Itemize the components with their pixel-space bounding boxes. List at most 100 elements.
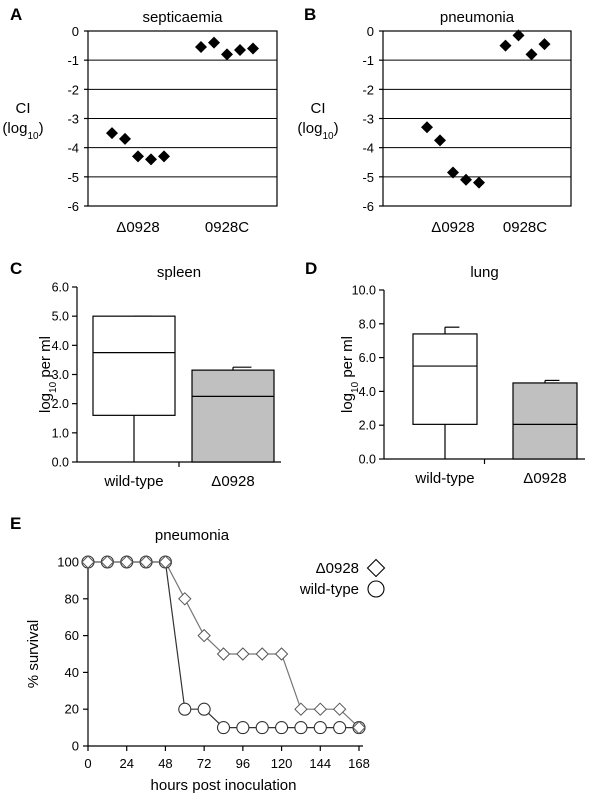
- panel-e-legend-marker: [366, 558, 386, 578]
- panel-d-category-label: Δ0928: [523, 470, 566, 487]
- panel-e-xtick-label: 0: [84, 756, 91, 771]
- panel-c-category-label: Δ0928: [211, 473, 254, 490]
- panel-d-title: lung: [470, 264, 498, 281]
- panel-b-ytick-label: -5: [362, 170, 374, 185]
- panel-e-ytick-label: 80: [65, 591, 79, 606]
- panel-a-category-label: Δ0928: [116, 219, 159, 236]
- panel-d-letter: D: [305, 259, 317, 278]
- panel-e-data-point: [139, 555, 153, 569]
- panel-a-data-point: [234, 43, 246, 56]
- panel-e-data-point: [313, 702, 327, 716]
- panel-a-data-point: [208, 36, 220, 49]
- panel-e-xtick-label: 96: [236, 756, 250, 771]
- panel-b-ytick-label: -6: [362, 199, 374, 214]
- panel-c-ylabel: log10 per ml: [37, 336, 59, 413]
- panel-b-ytick-label: -1: [362, 53, 374, 68]
- panel-e-data-point: [255, 647, 269, 661]
- panel-b-ytick-label: 0: [367, 24, 374, 39]
- panel-b-category-label: 0928C: [503, 219, 547, 236]
- panel-a-data-point: [119, 132, 131, 145]
- panel-e-title: pneumonia: [155, 527, 230, 544]
- panel-a-data-point: [158, 150, 170, 163]
- panel-b-data-point: [421, 121, 433, 134]
- panel-b-category-label: Δ0928: [431, 219, 474, 236]
- panel-a-data-point: [145, 153, 157, 166]
- panel-e-data-point: [294, 721, 308, 735]
- panel-e-data-point: [274, 647, 289, 661]
- panel-b-frame: [382, 30, 572, 207]
- panel-a-ytick-label: -4: [67, 141, 79, 156]
- panel-b-title: pneumonia: [440, 9, 515, 26]
- panel-e-xlabel: hours post inoculation: [151, 777, 297, 794]
- panel-e-data-point: [255, 721, 269, 735]
- panel-c-letter: C: [10, 259, 22, 278]
- panel-e-xtick-label: 168: [348, 756, 370, 771]
- panel-d-ytick-label: 0.0: [359, 453, 376, 467]
- panel-c-ytick-label: 3.0: [52, 368, 69, 382]
- panel-a-ytick-label: -3: [67, 112, 79, 127]
- panel-a-ylabel: CI: [16, 100, 31, 117]
- panel-b-data-point: [538, 38, 551, 51]
- panel-c-title: spleen: [157, 264, 201, 281]
- panel-a-ytick-label: 0: [72, 24, 79, 39]
- panel-d-box: [512, 382, 578, 460]
- panel-e-data-point: [236, 647, 250, 661]
- panel-b-ytick-label: -4: [362, 141, 374, 156]
- panel-a-ytick-label: -2: [67, 82, 79, 97]
- panel-e-ylabel: % survival: [25, 620, 42, 688]
- panel-c-ytick-label: 2.0: [52, 397, 69, 411]
- panel-a-data-point: [247, 42, 259, 55]
- panel-d-ytick-label: 4.0: [359, 385, 376, 399]
- panel-e-data-point: [275, 721, 289, 735]
- panel-a-data-point: [221, 48, 233, 61]
- panel-d-ytick-label: 2.0: [359, 419, 376, 433]
- panel-e-data-point: [197, 628, 211, 643]
- panel-e-data-point: [352, 720, 366, 735]
- panel-e-letter: E: [10, 514, 21, 533]
- panel-b-ylabel: CI: [311, 100, 326, 117]
- panel-c-ytick-label: 4.0: [52, 339, 69, 353]
- panel-a-ytick-label: -1: [67, 53, 79, 68]
- panel-b-data-point: [434, 134, 446, 147]
- panel-a-data-point: [132, 150, 144, 163]
- panel-b-ytick-label: -3: [362, 112, 374, 127]
- panel-e-data-point: [178, 592, 192, 606]
- panel-b-ytick-label: -2: [362, 82, 374, 97]
- panel-e-xtick-label: 120: [271, 756, 293, 771]
- panel-c-ytick-label: 0.0: [52, 456, 69, 470]
- panel-a-data-point: [195, 41, 207, 54]
- panel-e-data-point: [120, 555, 134, 569]
- panel-a-frame: [87, 30, 278, 207]
- panel-e-ytick-label: 0: [72, 739, 79, 754]
- panel-b-data-point: [460, 173, 472, 186]
- panel-d-ytick-label: 6.0: [359, 351, 376, 365]
- panel-b-data-point: [525, 48, 538, 61]
- panel-b-ylabel-units: (log10): [297, 120, 338, 142]
- panel-e-data-point: [197, 702, 211, 716]
- panel-a-title: septicaemia: [142, 9, 223, 26]
- panel-d-ylabel: log10 per ml: [339, 336, 361, 413]
- panel-c-box: [92, 315, 176, 416]
- panel-e-xtick-label: 48: [158, 756, 172, 771]
- panel-c-category-label: wild-type: [103, 473, 163, 490]
- panel-c-ytick-label: 1.0: [52, 426, 69, 440]
- panel-e-data-point: [178, 702, 192, 716]
- panel-e-xtick-label: 72: [197, 756, 211, 771]
- panel-e-xtick-label: 144: [309, 756, 331, 771]
- panel-e-data-point: [313, 721, 327, 735]
- panel-d-ytick-label: 10.0: [352, 284, 376, 298]
- panel-e-data-point: [332, 702, 347, 716]
- panel-e-data-point: [81, 555, 95, 569]
- panel-e-ytick-label: 20: [65, 702, 79, 717]
- panel-e-data-point: [100, 555, 115, 569]
- panel-b-letter: B: [304, 5, 316, 24]
- panel-e-data-point: [236, 721, 250, 735]
- panel-a-category-label: 0928C: [205, 219, 249, 236]
- panel-e-data-point: [294, 702, 308, 716]
- panel-e-data-point: [333, 721, 347, 735]
- panel-e-legend-label: Δ0928: [316, 560, 359, 577]
- panel-e-xtick-label: 24: [119, 756, 133, 771]
- panel-b-data-point: [473, 176, 485, 189]
- panel-e-ytick-label: 40: [65, 665, 79, 680]
- panel-d-ytick-label: 8.0: [359, 317, 376, 331]
